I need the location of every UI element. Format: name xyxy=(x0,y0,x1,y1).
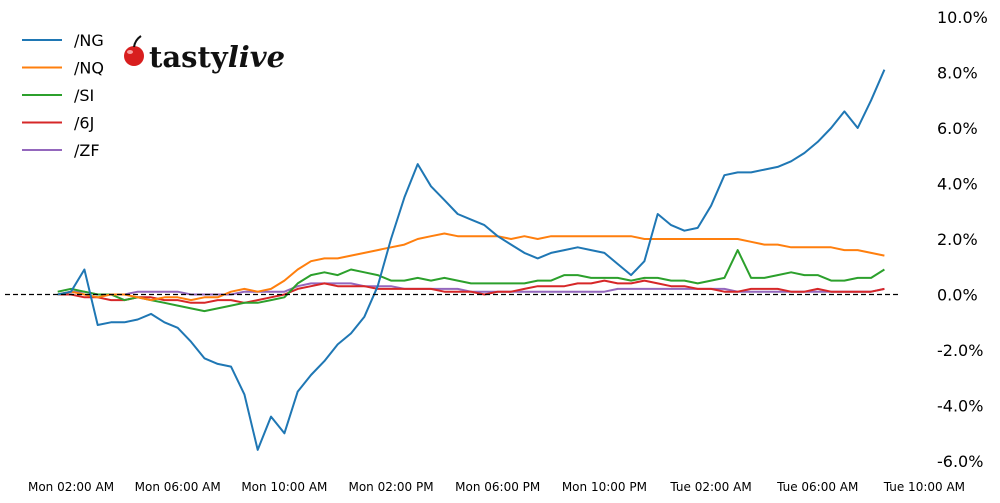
legend-label: /ZF xyxy=(74,141,100,160)
x-tick-label: Mon 10:00 PM xyxy=(562,480,647,494)
x-tick-label: Mon 02:00 AM xyxy=(28,480,114,494)
legend-item: /SI xyxy=(22,86,94,105)
y-tick-label: -6.0% xyxy=(937,452,983,471)
series-line-ng xyxy=(57,69,886,451)
legend-label: /NG xyxy=(74,31,104,50)
x-tick-label: Mon 10:00 AM xyxy=(241,480,327,494)
x-tick-label: Tue 10:00 AM xyxy=(883,480,965,494)
legend-item: /ZF xyxy=(22,141,100,160)
y-tick-label: 6.0% xyxy=(937,119,978,138)
y-tick-label: 2.0% xyxy=(937,230,978,249)
legend-item: /NQ xyxy=(22,59,104,78)
y-tick-label: -2.0% xyxy=(937,341,983,360)
svg-text:tastylive: tastylive xyxy=(149,40,285,74)
y-tick-label: 10.0% xyxy=(937,8,988,27)
legend-label: /SI xyxy=(74,86,94,105)
y-tick-label: -4.0% xyxy=(937,397,983,416)
series-line-6j xyxy=(57,279,885,304)
y-tick-label: 4.0% xyxy=(937,175,978,194)
legend-item: /NG xyxy=(22,31,104,50)
y-axis-ticks: 10.0% 8.0% 6.0% 4.0% 2.0% 0.0% -2.0% -4.0% -6.0% xyxy=(937,8,988,471)
legend: /NG/NQ/SI/6J/ZF xyxy=(22,31,104,160)
series-layer xyxy=(57,69,886,451)
x-tick-label: Mon 02:00 PM xyxy=(348,480,433,494)
x-tick-label: Mon 06:00 AM xyxy=(135,480,221,494)
legend-label: /6J xyxy=(74,114,94,133)
x-axis-ticks: Mon 02:00 AM Mon 06:00 AM Mon 10:00 AM Mon … xyxy=(28,480,965,494)
series-line-si xyxy=(57,249,885,313)
tastylive-logo: tastylive xyxy=(124,35,285,74)
x-tick-label: Mon 06:00 PM xyxy=(455,480,540,494)
y-tick-label: 0.0% xyxy=(937,286,978,305)
y-tick-label: 8.0% xyxy=(937,64,978,83)
x-tick-label: Tue 06:00 AM xyxy=(776,480,858,494)
legend-item: /6J xyxy=(22,114,94,133)
series-line-nq xyxy=(57,232,885,302)
legend-label: /NQ xyxy=(74,59,104,78)
x-tick-label: Tue 02:00 AM xyxy=(669,480,751,494)
